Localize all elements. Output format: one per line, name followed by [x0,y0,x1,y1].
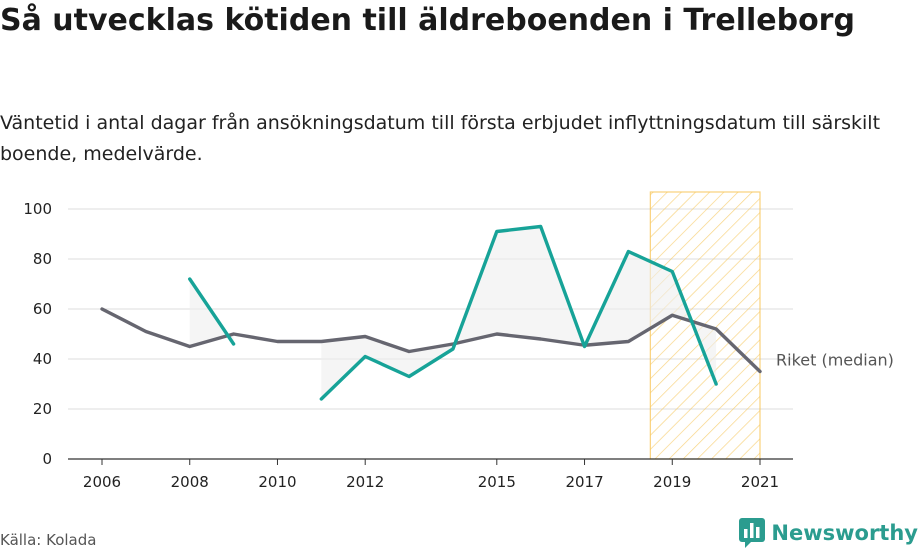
x-tick-label: 2019 [653,473,691,491]
chart-subtitle: Väntetid i antal dagar från ansökningsda… [0,112,881,165]
x-tick-label: 2010 [258,473,296,491]
x-tick-label: 2008 [171,473,209,491]
y-tick-label: 100 [23,200,52,218]
x-tick-label: 2012 [346,473,384,491]
difference-area [321,226,717,399]
brand-name: Newsworthy [771,521,918,545]
series-line-median [100,307,762,374]
series-line-trelleborg [319,224,718,401]
x-tick-label: 2017 [565,473,603,491]
series-label-median: Riket (median) [776,351,894,370]
x-tick-label: 2021 [741,473,779,491]
series-line-trelleborg [188,277,236,346]
x-tick-label: 2015 [478,473,516,491]
y-tick-label: 60 [33,300,52,318]
x-tick-label: 2006 [83,473,121,491]
y-tick-label: 0 [42,450,52,468]
brand-logo[interactable]: Newsworthy [739,518,918,548]
y-tick-label: 40 [33,350,52,368]
bar-chart-speech-bubble-icon [739,518,766,548]
line-chart: 0 20 40 60 80 100 2006 2008 2010 2012 2015 2017 2019… [23,191,894,491]
y-tick-label: 80 [33,250,52,268]
source-note: Källa: Kolada [0,531,97,549]
chart-title: Så utvecklas kötiden till äldreboenden i… [0,3,855,38]
y-tick-label: 20 [33,400,52,418]
